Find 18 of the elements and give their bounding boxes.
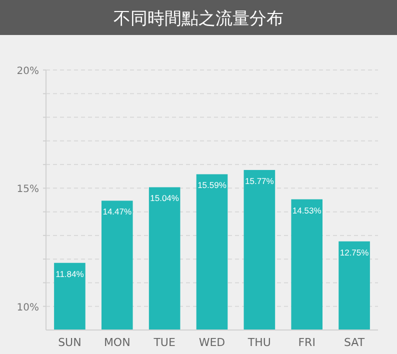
data-label: 15.59% [198,180,227,190]
data-label: 14.47% [102,206,132,217]
y-tick-label: 10% [16,302,39,314]
data-label: 12.75% [340,247,370,258]
x-tick-label: SAT [344,336,365,349]
x-tick-label: SUN [58,336,82,349]
data-label: 15.04% [150,193,180,204]
chart-title: 不同時間點之流量分布 [114,9,284,29]
y-tick-label: 20% [16,66,39,77]
data-label: 14.53% [292,205,322,216]
x-tick-label: FRI [298,336,316,349]
x-tick-label: THU [246,336,271,349]
data-label: 15.77% [245,176,274,186]
data-label: 11.84% [56,268,84,279]
y-tick-label: 15% [16,184,39,196]
x-tick-label: TUE [152,336,176,349]
x-tick-label: WED [198,336,226,349]
x-tick-label: MON [104,336,130,349]
